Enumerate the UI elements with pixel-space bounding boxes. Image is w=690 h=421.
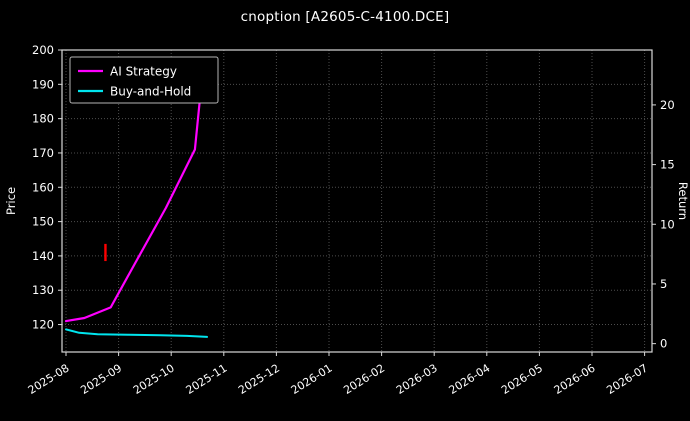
y-left-tick-label: 150 bbox=[32, 215, 54, 229]
legend-label: AI Strategy bbox=[110, 65, 177, 79]
y-left-tick-label: 180 bbox=[32, 112, 54, 126]
x-tick-label: 2026-04 bbox=[447, 362, 493, 397]
y-left-tick-label: 200 bbox=[32, 43, 54, 57]
x-tick-label: 2026-01 bbox=[289, 362, 335, 397]
y-right-tick-label: 10 bbox=[660, 217, 675, 231]
x-tick-label: 2026-06 bbox=[552, 362, 598, 397]
x-tick-label: 2025-10 bbox=[131, 362, 177, 397]
x-tick-label: 2025-11 bbox=[184, 362, 230, 397]
legend-label: Buy-and-Hold bbox=[110, 85, 191, 99]
y-right-tick-label: 0 bbox=[660, 337, 667, 351]
x-tick-label: 2025-09 bbox=[78, 362, 124, 397]
y-axis-label-price: Price bbox=[4, 187, 18, 215]
x-tick-label: 2025-08 bbox=[26, 362, 72, 397]
x-tick-label: 2025-12 bbox=[236, 362, 282, 397]
y-left-tick-label: 190 bbox=[32, 77, 54, 91]
y-left-tick-label: 120 bbox=[32, 318, 54, 332]
plot-border bbox=[61, 49, 653, 353]
y-right-tick-label: 15 bbox=[660, 158, 675, 172]
x-tick-label: 2026-07 bbox=[604, 362, 650, 397]
y-left-tick-label: 140 bbox=[32, 249, 54, 263]
x-tick-label: 2026-02 bbox=[341, 362, 387, 397]
chart-title: cnoption [A2605-C-4100.DCE] bbox=[240, 9, 450, 25]
legend-box bbox=[69, 56, 219, 104]
y-left-tick-label: 130 bbox=[32, 283, 54, 297]
x-tick-label: 2026-05 bbox=[499, 362, 545, 397]
x-tick-label: 2026-03 bbox=[394, 362, 440, 397]
series-line-buy-and-hold bbox=[65, 328, 208, 338]
y-axis-label-return: Return bbox=[676, 182, 690, 220]
y-left-tick-label: 160 bbox=[32, 180, 54, 194]
series-line-ai-strategy bbox=[64, 59, 205, 323]
y-left-tick-label: 170 bbox=[32, 146, 54, 160]
y-right-tick-label: 20 bbox=[660, 98, 675, 112]
legend: AI Strategy Buy-and-Hold bbox=[69, 56, 219, 104]
y-right-tick-label: 5 bbox=[660, 277, 667, 291]
